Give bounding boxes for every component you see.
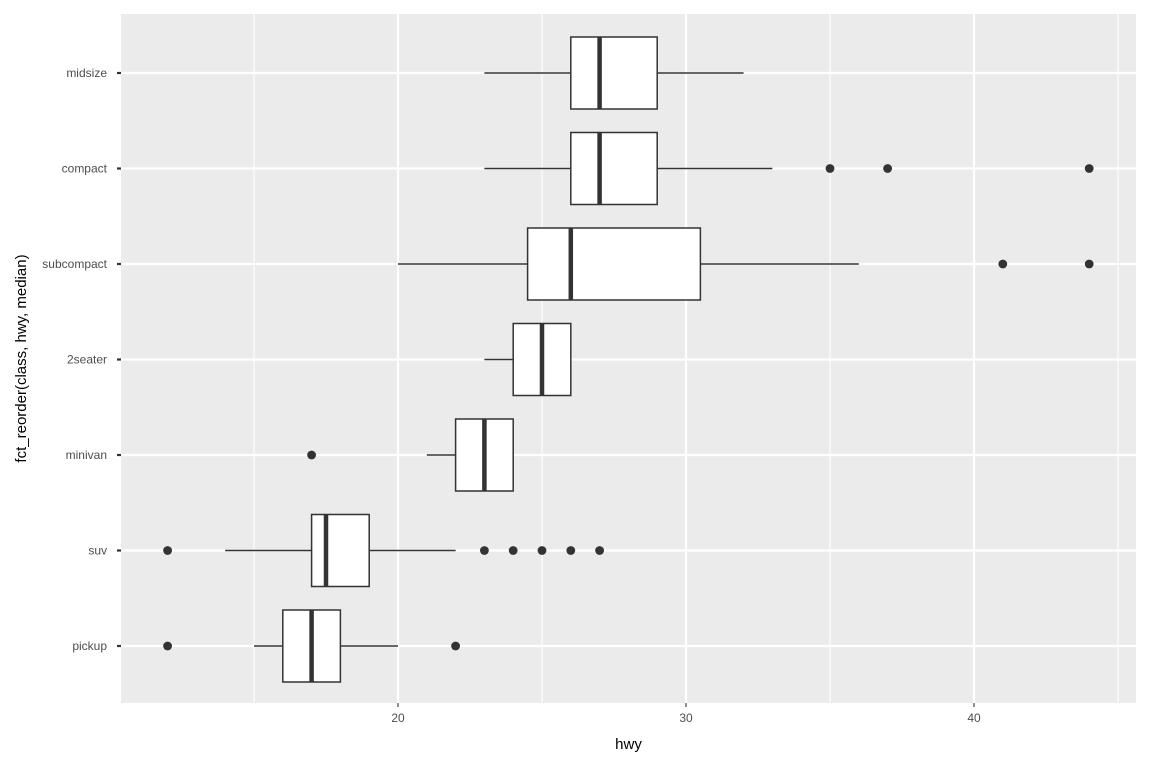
y-tick-label: suv [88,544,107,558]
outlier-point [451,641,460,651]
box-iqr [570,131,658,206]
box-iqr [526,227,702,301]
box-series [163,36,1094,683]
axes: 20 30 40 midsize compact subcompact 2seater min… [42,66,981,725]
outlier-point [480,546,489,555]
box-subcompact [398,227,1094,301]
box-suv [163,513,604,588]
outlier-point [508,546,518,555]
y-tick-label: minivan [66,448,107,462]
outlier-point [307,450,316,460]
outlier-point [566,546,576,555]
y-tick-label: subcompact [42,257,107,271]
outlier-point [595,546,604,555]
outlier-point [883,164,892,173]
outlier-point [537,546,547,555]
box-midsize [484,36,744,110]
outlier-point [1084,164,1094,173]
box-2seater [484,322,572,397]
y-tick-label: pickup [72,639,107,653]
outlier-point [163,546,173,555]
box-compact [484,131,1094,206]
y-tick-label: 2seater [67,353,107,367]
box-minivan [307,418,514,492]
x-tick-label: 30 [679,711,693,725]
box-iqr [310,513,370,588]
box-pickup [163,609,460,683]
box-iqr [570,36,658,110]
x-axis-title: hwy [615,736,642,753]
y-axis-title: fct_reorder(class, hwy, median) [13,254,30,462]
x-tick-label: 20 [391,711,405,725]
outlier-point [998,259,1008,269]
outlier-point [163,641,173,651]
outlier-point [825,164,835,173]
x-tick-label: 40 [967,711,981,725]
y-tick-label: midsize [66,66,107,80]
outlier-point [1084,259,1094,269]
y-tick-label: compact [62,162,108,176]
